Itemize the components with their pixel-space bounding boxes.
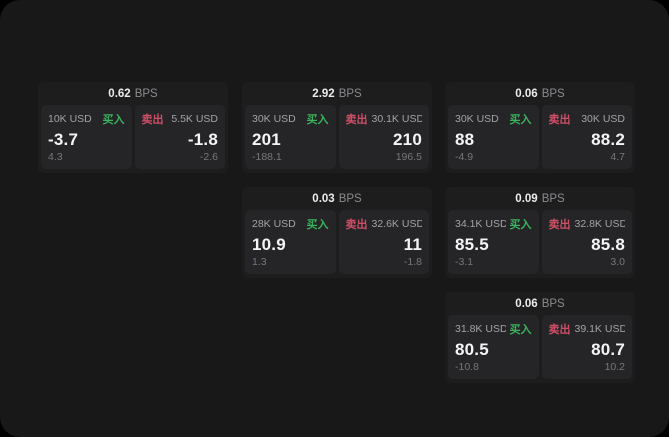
sell-price: 11 — [403, 234, 422, 254]
buy-amount: 34.1K USD — [455, 218, 506, 230]
buy-price: -3.7 — [48, 129, 79, 149]
buy-panel[interactable]: 34.1K USD 买入 85.5 -3.1 — [448, 210, 539, 274]
bps-value: 0.03 — [312, 192, 335, 205]
buy-button[interactable]: 买入 — [509, 114, 532, 126]
buy-change: 4.3 — [48, 150, 63, 163]
buy-button[interactable]: 买入 — [306, 219, 329, 231]
sell-change: 4.7 — [610, 150, 625, 163]
bps-unit: BPS — [541, 297, 565, 310]
sell-panel[interactable]: 卖出 30.1K USD 210 196.5 — [338, 105, 429, 169]
buy-amount: 10K USD — [48, 113, 92, 125]
quote-card: 2.92 BPS 30K USD 买入 201 -188.1 卖出 30.1K … — [242, 82, 432, 173]
buy-button[interactable]: 买入 — [306, 114, 329, 126]
buy-price: 85.5 — [455, 234, 489, 254]
bps-unit: BPS — [541, 87, 565, 100]
buy-price: 88 — [455, 129, 475, 149]
sell-panel[interactable]: 卖出 30K USD 88.2 4.7 — [541, 105, 632, 169]
sell-button[interactable]: 卖出 — [548, 324, 571, 336]
card-header: 0.03 BPS — [242, 187, 432, 210]
buy-panel[interactable]: 30K USD 买入 88 -4.9 — [448, 105, 539, 169]
buy-change: -3.1 — [455, 255, 474, 268]
sell-amount: 5.5K USD — [171, 113, 218, 125]
card-body: 34.1K USD 买入 85.5 -3.1 卖出 32.8K USD 85.8… — [445, 210, 635, 278]
buy-panel[interactable]: 30K USD 买入 201 -188.1 — [245, 105, 336, 169]
buy-price: 80.5 — [455, 339, 489, 359]
bps-value: 2.92 — [312, 87, 335, 100]
quote-card: 0.06 BPS 30K USD 买入 88 -4.9 卖出 30K USD 8… — [445, 82, 635, 173]
sell-panel[interactable]: 卖出 39.1K USD 80.7 10.2 — [541, 315, 632, 379]
quote-card: 0.03 BPS 28K USD 买入 10.9 1.3 卖出 32.6K US… — [242, 187, 432, 278]
buy-change: 1.3 — [252, 255, 267, 268]
buy-price: 201 — [252, 129, 281, 149]
bps-value: 0.09 — [515, 192, 538, 205]
buy-button[interactable]: 买入 — [509, 324, 532, 336]
buy-amount: 30K USD — [455, 113, 499, 125]
buy-panel[interactable]: 31.8K USD 买入 80.5 -10.8 — [448, 315, 539, 379]
buy-price: 10.9 — [252, 234, 286, 254]
card-body: 10K USD 买入 -3.7 4.3 卖出 5.5K USD -1.8 -2.… — [38, 105, 228, 173]
sell-button[interactable]: 卖出 — [345, 219, 368, 231]
sell-panel[interactable]: 卖出 32.6K USD 11 -1.8 — [338, 210, 429, 274]
buy-amount: 31.8K USD — [455, 323, 506, 335]
sell-amount: 30.1K USD — [371, 113, 423, 125]
bps-unit: BPS — [338, 87, 362, 100]
sell-button[interactable]: 卖出 — [548, 219, 571, 231]
quote-card: 0.06 BPS 31.8K USD 买入 80.5 -10.8 卖出 39.1… — [445, 292, 635, 383]
quote-card: 0.62 BPS 10K USD 买入 -3.7 4.3 卖出 5.5K USD… — [38, 82, 228, 173]
sell-panel[interactable]: 卖出 32.8K USD 85.8 3.0 — [541, 210, 632, 274]
sell-change: -1.8 — [403, 255, 422, 268]
sell-amount: 32.8K USD — [574, 218, 626, 230]
sell-price: 210 — [393, 129, 422, 149]
sell-price: -1.8 — [187, 129, 218, 149]
card-header: 0.62 BPS — [38, 82, 228, 105]
sell-amount: 32.6K USD — [371, 218, 423, 230]
bps-unit: BPS — [134, 87, 158, 100]
sell-price: 80.7 — [591, 339, 625, 359]
sell-button[interactable]: 卖出 — [345, 114, 368, 126]
buy-change: -10.8 — [455, 360, 479, 373]
quote-card: 0.09 BPS 34.1K USD 买入 85.5 -3.1 卖出 32.8K… — [445, 187, 635, 278]
buy-change: -4.9 — [455, 150, 474, 163]
sell-price: 85.8 — [591, 234, 625, 254]
bps-value: 0.06 — [515, 87, 538, 100]
card-header: 0.06 BPS — [445, 292, 635, 315]
sell-amount: 30K USD — [581, 113, 625, 125]
sell-price: 88.2 — [591, 129, 625, 149]
card-header: 2.92 BPS — [242, 82, 432, 105]
sell-panel[interactable]: 卖出 5.5K USD -1.8 -2.6 — [134, 105, 225, 169]
bps-unit: BPS — [338, 192, 362, 205]
buy-panel[interactable]: 10K USD 买入 -3.7 4.3 — [41, 105, 132, 169]
card-header: 0.09 BPS — [445, 187, 635, 210]
buy-amount: 28K USD — [252, 218, 296, 230]
sell-button[interactable]: 卖出 — [141, 114, 164, 126]
sell-change: -2.6 — [199, 150, 218, 163]
sell-change: 196.5 — [395, 150, 422, 163]
sell-change: 10.2 — [604, 360, 625, 373]
buy-button[interactable]: 买入 — [509, 219, 532, 231]
buy-button[interactable]: 买入 — [102, 114, 125, 126]
bps-value: 0.06 — [515, 297, 538, 310]
buy-amount: 30K USD — [252, 113, 296, 125]
card-body: 30K USD 买入 88 -4.9 卖出 30K USD 88.2 4.7 — [445, 105, 635, 173]
card-body: 30K USD 买入 201 -188.1 卖出 30.1K USD 210 1… — [242, 105, 432, 173]
sell-button[interactable]: 卖出 — [548, 114, 571, 126]
bps-value: 0.62 — [108, 87, 131, 100]
buy-change: -188.1 — [252, 150, 282, 163]
card-body: 31.8K USD 买入 80.5 -10.8 卖出 39.1K USD 80.… — [445, 315, 635, 383]
sell-amount: 39.1K USD — [574, 323, 626, 335]
sell-change: 3.0 — [610, 255, 625, 268]
card-body: 28K USD 买入 10.9 1.3 卖出 32.6K USD 11 -1.8 — [242, 210, 432, 278]
card-header: 0.06 BPS — [445, 82, 635, 105]
buy-panel[interactable]: 28K USD 买入 10.9 1.3 — [245, 210, 336, 274]
bps-unit: BPS — [541, 192, 565, 205]
